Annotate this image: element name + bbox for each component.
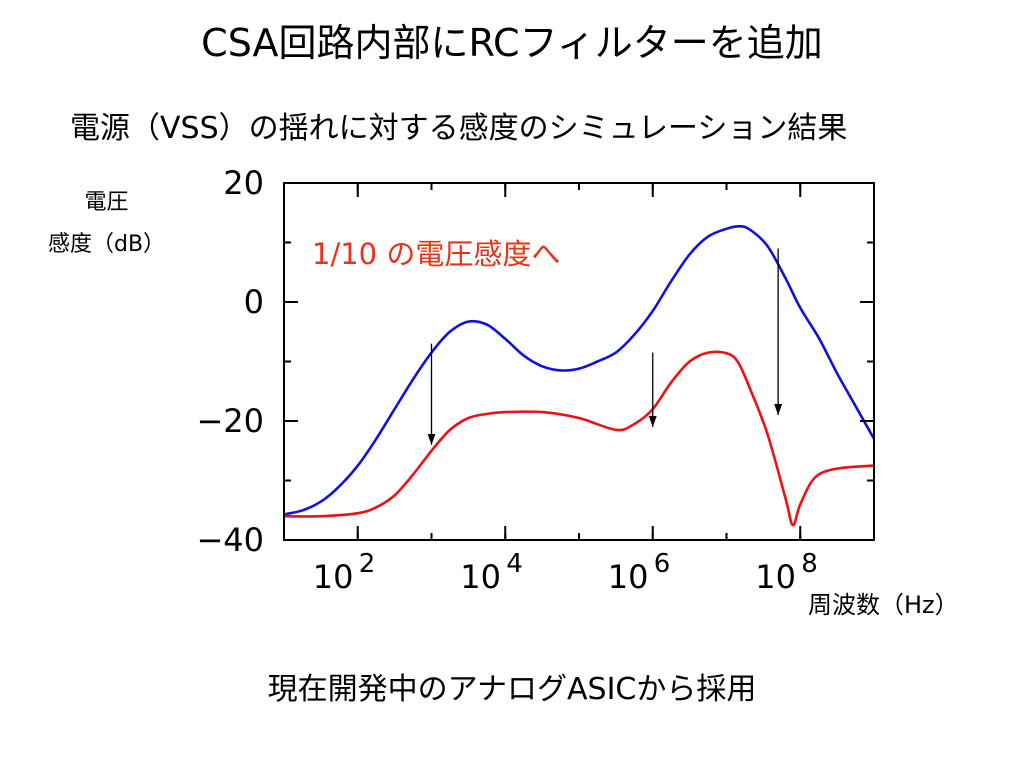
series-line-1 [283,350,875,527]
y-tick-label-3: −40 [196,521,264,559]
footer-caption: 現在開発中のアナログASICから採用 [267,672,757,707]
chart-subtitle: 電源（VSS）の揺れに対する感度のシミュレーション結果 [70,111,848,146]
x-tick-label-3: 10 [755,558,796,596]
x-axis-label: 周波数（Hz） [808,591,959,619]
slide-title: CSA回路内部にRCフィルターを追加 [201,21,823,65]
x-tick-exponent-3: 8 [801,549,818,579]
x-tick-exponent-2: 6 [654,549,671,579]
x-tick-exponent-1: 4 [506,549,523,579]
x-tick-label-1: 10 [460,558,501,596]
annotation-label: 1/10 の電圧感度へ [312,237,560,271]
y-tick-label-0: 20 [223,164,264,202]
y-tick-label-2: −20 [196,402,264,440]
x-tick-exponent-0: 2 [359,549,376,579]
y-axis-label-line-2: 感度（dB） [48,232,166,257]
x-tick-label-2: 10 [608,558,649,596]
y-axis-label: 電圧 感度（dB） [48,182,165,266]
y-tick-label-1: 0 [244,283,264,321]
y-axis-label-line-1: 電圧 [84,190,129,215]
series-line-0 [283,225,876,516]
x-tick-label-0: 10 [313,558,354,596]
